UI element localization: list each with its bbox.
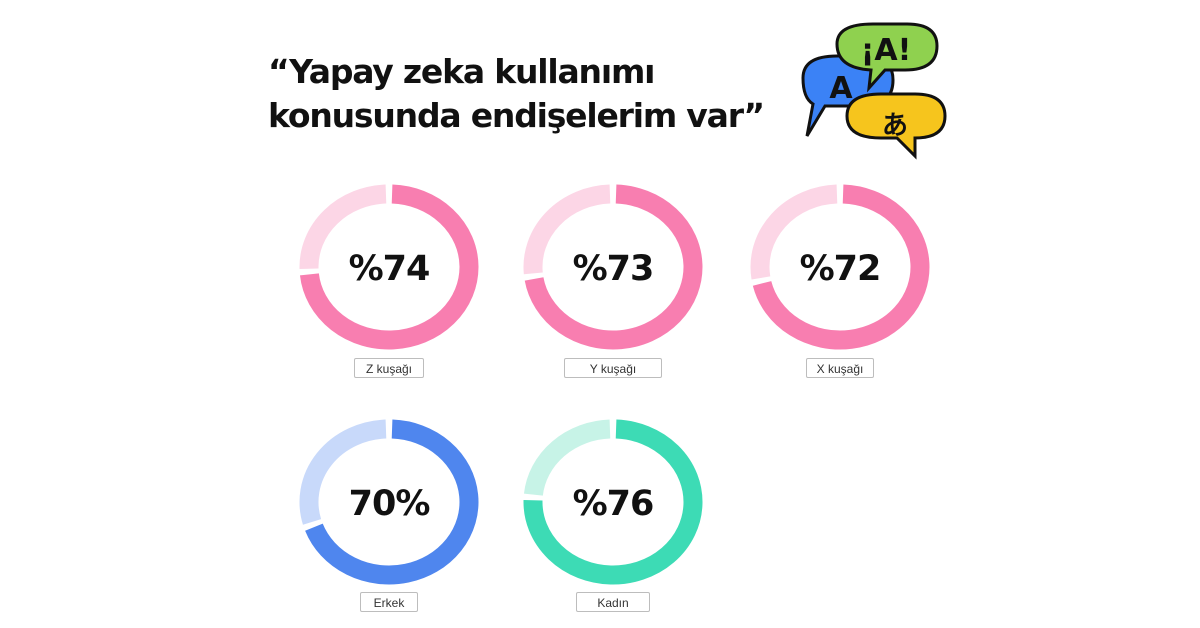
donut-value-arc — [523, 419, 703, 585]
donut-remainder-arc — [750, 184, 838, 280]
percentage-label: %74 — [349, 249, 430, 289]
donut-chart: %76 — [523, 419, 703, 585]
category-label: X kuşağı — [806, 358, 874, 378]
donut-chart: %73 — [523, 184, 703, 350]
logo-text-1: ¡A! — [861, 33, 912, 68]
donut-remainder-arc — [523, 184, 611, 275]
donut-value-arc — [305, 419, 479, 585]
donut-chart: %74 — [299, 184, 479, 350]
logo-text-3: あ — [882, 111, 908, 141]
category-label: Z kuşağı — [354, 358, 424, 378]
donut-value-arc — [524, 184, 703, 350]
category-label: Kadın — [576, 592, 650, 612]
donut-remainder-arc — [299, 184, 387, 270]
percentage-label: %73 — [573, 249, 654, 289]
donut-remainder-arc — [299, 419, 387, 525]
logo-text-2: A — [829, 71, 853, 106]
percentage-label: 70% — [349, 484, 430, 524]
category-label: Y kuşağı — [564, 358, 662, 378]
speech-bubbles-logo: ¡A! A あ — [801, 22, 947, 160]
title-line-2: konusunda endişelerim var” — [268, 96, 765, 135]
donut-chart: %72 — [750, 184, 930, 350]
donut-chart: 70% — [299, 419, 479, 585]
donut-remainder-arc — [523, 419, 611, 497]
donut-value-arc — [752, 184, 930, 350]
percentage-label: %76 — [573, 484, 654, 524]
donut-value-arc — [299, 184, 479, 350]
title-line-1: “Yapay zeka kullanımı — [268, 52, 655, 91]
category-label: Erkek — [360, 592, 418, 612]
percentage-label: %72 — [800, 249, 881, 289]
chart-title: “Yapay zeka kullanımı konusunda endişele… — [268, 50, 765, 138]
